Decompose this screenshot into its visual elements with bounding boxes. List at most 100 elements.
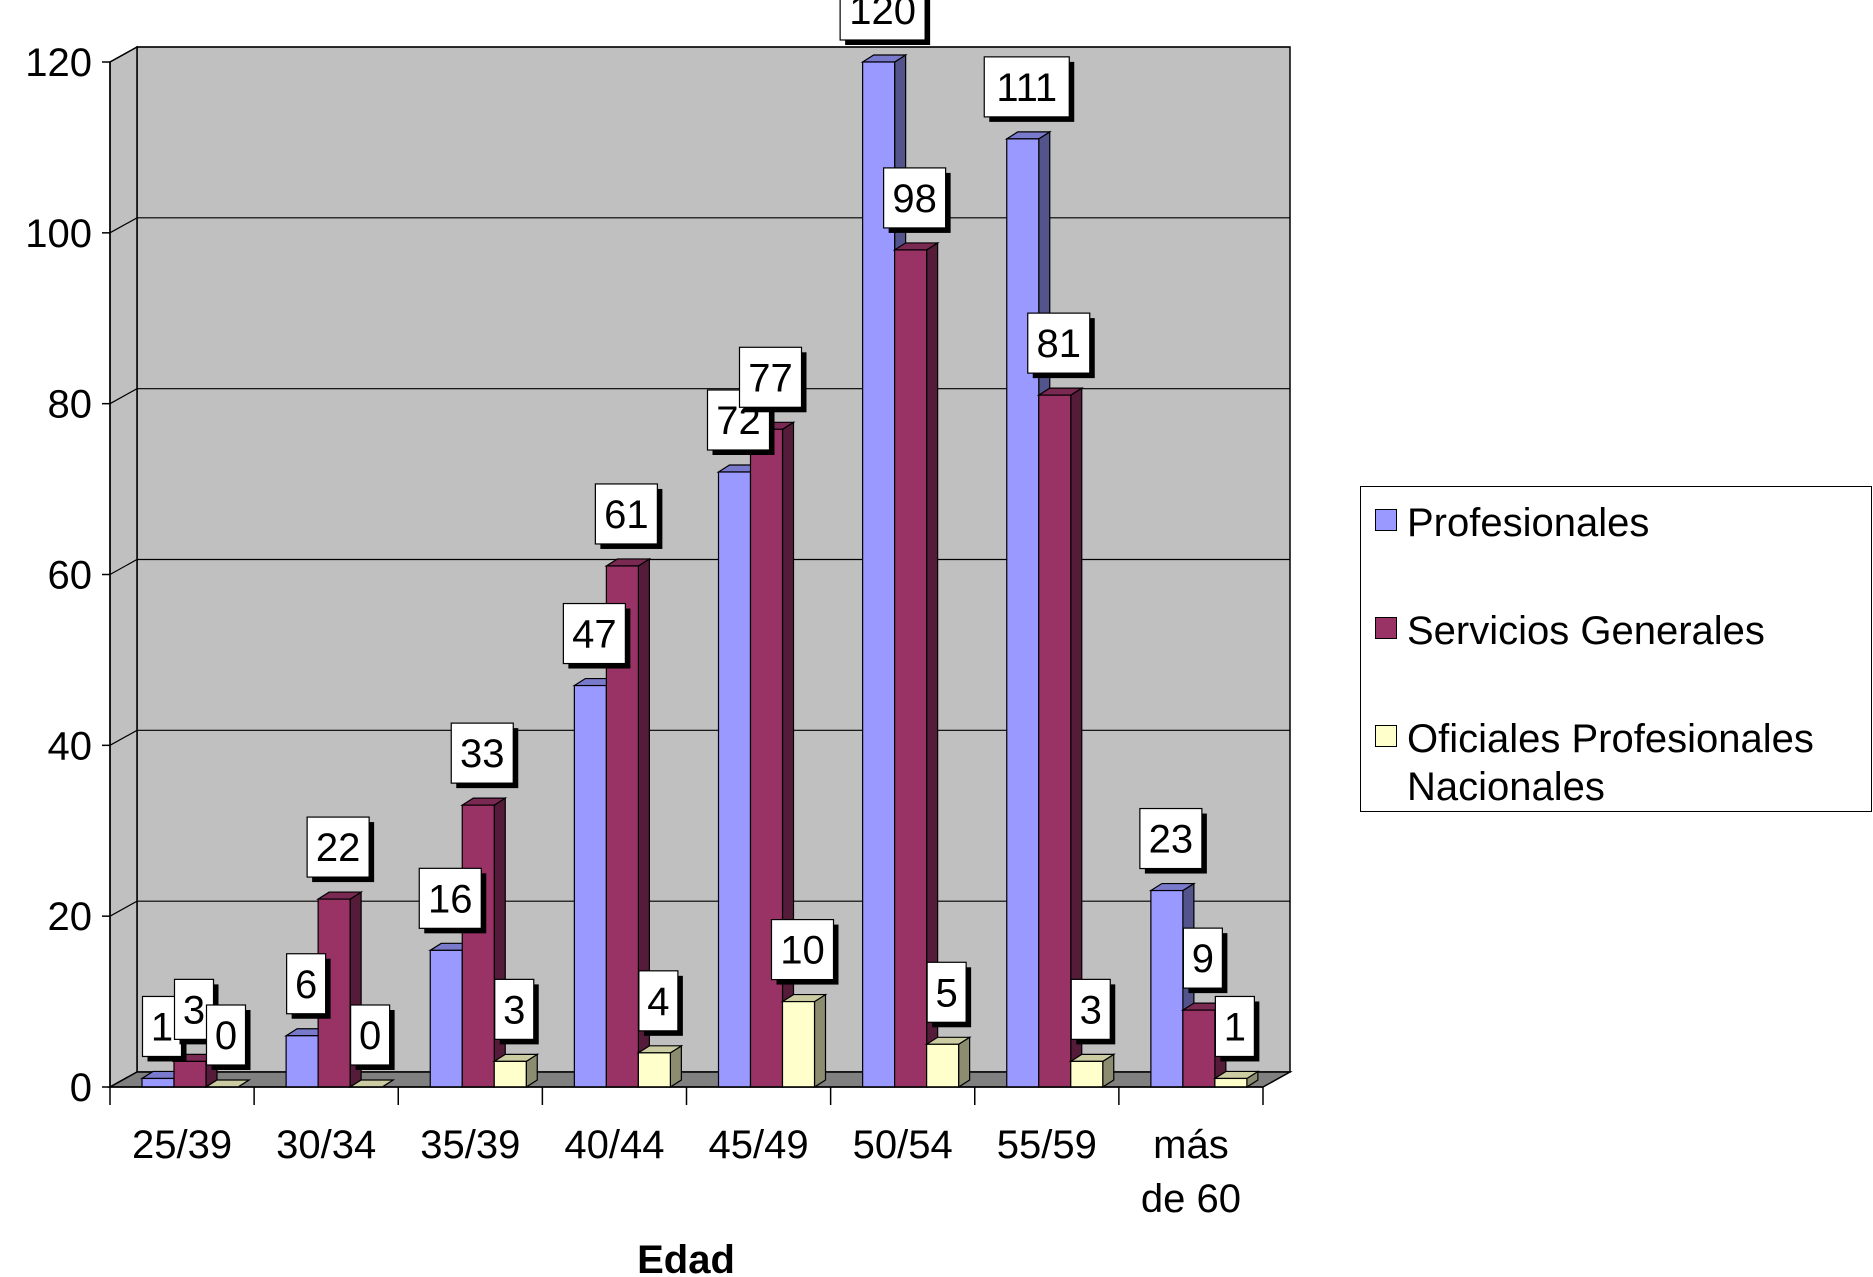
bar-side — [813, 993, 827, 1089]
data-label-box — [1027, 312, 1091, 374]
data-label-text: 3 — [503, 988, 525, 1032]
legend-swatch-oficiales-profesionales-nacionales — [1375, 725, 1397, 747]
data-label-box — [450, 722, 514, 784]
legend-item-profesionales: Profesionales — [1375, 499, 1867, 547]
data-label-box — [1214, 995, 1255, 1058]
legend-label-profesionales: Profesionales — [1407, 501, 1650, 545]
y-tick-label: 60 — [48, 554, 93, 598]
data-label-box — [286, 953, 327, 1015]
bar-front — [781, 1000, 816, 1088]
data-label: 77 — [738, 346, 807, 413]
bar-side — [958, 1036, 971, 1089]
data-label: 3 — [1070, 978, 1116, 1045]
data-label-text: 9 — [1192, 937, 1214, 981]
x-tick-label: 30/34 — [276, 1123, 376, 1167]
data-label-box — [839, 0, 926, 41]
data-label-text: 47 — [572, 613, 617, 657]
data-label-text: 111 — [996, 66, 1057, 110]
data-label-text: 0 — [359, 1014, 381, 1058]
data-label: 6 — [286, 953, 331, 1019]
bar-servicios-generales — [1036, 387, 1084, 1089]
legend-swatch-profesionales — [1375, 509, 1397, 531]
bar-oficiales-profesionales-nacionales — [492, 1053, 540, 1089]
data-label-box — [638, 970, 679, 1032]
data-label-text: 3 — [183, 988, 205, 1032]
bars — [139, 53, 1260, 1089]
data-label: 33 — [450, 722, 519, 789]
data-label-box — [306, 816, 370, 878]
bar-front — [749, 428, 784, 1088]
data-label: 1 — [1214, 995, 1260, 1062]
data-label: 47 — [562, 602, 631, 669]
data-label-box — [1182, 927, 1223, 989]
x-tick-label: 50/54 — [853, 1123, 953, 1167]
bar-front — [1038, 394, 1072, 1088]
bar-front — [285, 1035, 319, 1088]
data-label-box — [926, 961, 967, 1023]
data-label: 81 — [1027, 312, 1095, 379]
data-label-text: 0 — [215, 1014, 237, 1058]
x-tick-label: 35/39 — [420, 1123, 520, 1167]
data-label-box — [770, 918, 835, 981]
data-label-box — [883, 167, 947, 229]
bar-front — [429, 949, 463, 1088]
data-label: 23 — [1139, 807, 1207, 874]
legend-label-oficiales-profesionales-nacionales: Oficiales Profesionales Nacionales — [1407, 717, 1814, 809]
data-label-text: 23 — [1149, 818, 1194, 862]
y-tick-label: 80 — [48, 383, 93, 427]
data-label-box — [562, 602, 626, 665]
data-label: 61 — [594, 483, 663, 549]
data-label-box — [494, 978, 535, 1040]
data-label-text: 61 — [604, 493, 649, 537]
data-label-text: 120 — [849, 0, 916, 33]
data-label: 9 — [1182, 927, 1228, 994]
data-label-text: 5 — [936, 971, 958, 1015]
data-label-text: 3 — [1080, 988, 1102, 1032]
data-label: 98 — [883, 167, 951, 233]
legend: Profesionales Servicios Generales Oficia… — [1360, 486, 1872, 812]
data-label: 4 — [638, 970, 683, 1036]
data-label: 16 — [418, 867, 487, 934]
legend-item-oficiales-profesionales-nacionales: Oficiales Profesionales Nacionales — [1375, 715, 1867, 811]
data-label-text: 98 — [892, 177, 937, 221]
data-label: 111 — [983, 56, 1075, 122]
y-tick-label: 0 — [70, 1066, 92, 1110]
data-label-box — [738, 346, 803, 408]
bar-front — [717, 471, 752, 1088]
bar-oficiales-profesionales-nacionales — [1068, 1053, 1116, 1089]
data-label-box — [205, 1004, 247, 1066]
y-tick-label: 40 — [48, 724, 93, 768]
plot-area — [107, 45, 1293, 1089]
data-label-text: 81 — [1037, 322, 1082, 366]
data-label-text: 1 — [151, 1005, 173, 1049]
data-label: 22 — [306, 816, 375, 883]
bar-front — [493, 1060, 527, 1088]
data-label-box — [350, 1004, 391, 1066]
bar-front — [173, 1060, 207, 1088]
data-label-box — [1070, 978, 1111, 1040]
data-label-text: 33 — [460, 732, 505, 776]
bar-servicios-generales — [748, 421, 796, 1089]
x-tick-label: de 60 — [1141, 1177, 1241, 1221]
y-tick-label: 100 — [25, 212, 92, 256]
data-label-text: 6 — [295, 963, 317, 1007]
data-label-box — [1139, 807, 1203, 870]
data-label: 10 — [770, 918, 839, 985]
data-label-box — [983, 56, 1070, 118]
data-label-text: 77 — [748, 356, 793, 400]
data-label: 3 — [494, 978, 539, 1045]
data-label-text: 10 — [780, 929, 825, 973]
bar-front — [926, 1043, 960, 1088]
bar-front — [1150, 889, 1184, 1088]
bar-side — [781, 421, 795, 1089]
x-tick-label: 45/49 — [709, 1123, 809, 1167]
bar-front — [1006, 138, 1040, 1088]
data-label-box — [418, 867, 482, 929]
x-tick-label: más — [1153, 1123, 1229, 1167]
y-tick-label: 20 — [48, 895, 93, 939]
bar-front — [141, 1077, 175, 1088]
legend-label-servicios-generales: Servicios Generales — [1407, 609, 1765, 653]
